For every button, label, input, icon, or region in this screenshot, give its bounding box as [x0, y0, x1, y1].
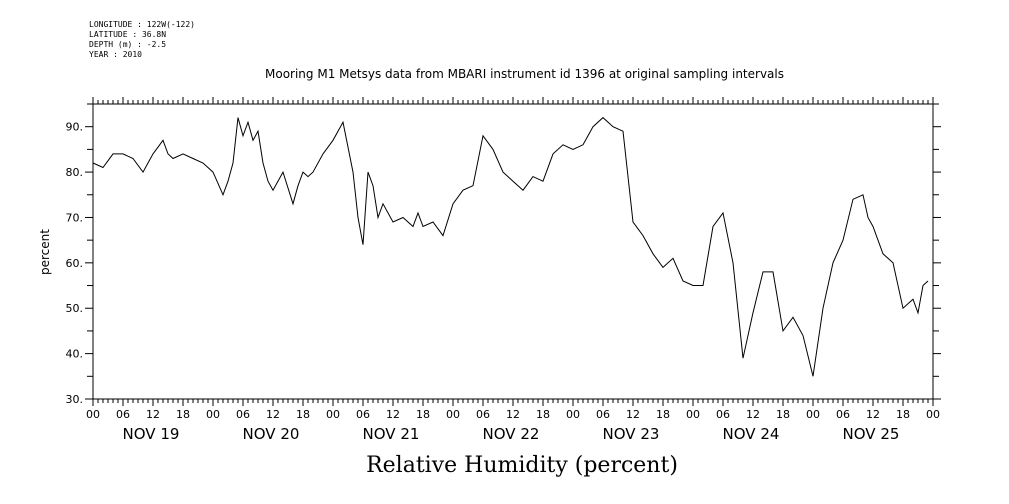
- year-text: YEAR : 2010: [89, 50, 142, 59]
- day-label: NOV 21: [363, 425, 420, 443]
- x-tick-label: 12: [386, 408, 400, 421]
- x-tick-label: 06: [116, 408, 130, 421]
- x-tick-label: 06: [716, 408, 730, 421]
- y-tick-label: 90.: [66, 121, 84, 134]
- y-axis-label: percent: [38, 229, 52, 275]
- x-tick-label: 18: [776, 408, 790, 421]
- chart-title: Mooring M1 Metsys data from MBARI instru…: [265, 67, 784, 81]
- x-tick-label: 06: [356, 408, 370, 421]
- day-label: NOV 22: [483, 425, 540, 443]
- x-tick-label: 00: [206, 408, 220, 421]
- axis-ticks: [85, 97, 941, 406]
- y-tick-label: 50.: [66, 302, 84, 315]
- x-tick-label: 00: [86, 408, 100, 421]
- x-tick-label: 00: [326, 408, 340, 421]
- day-label: NOV 24: [723, 425, 780, 443]
- x-tick-label: 00: [806, 408, 820, 421]
- humidity-series-line: [92, 116, 929, 377]
- x-tick-label: 18: [536, 408, 550, 421]
- x-tick-label: 18: [656, 408, 670, 421]
- depth-text: DEPTH (m) : -2.5: [89, 40, 167, 49]
- x-tick-label: 00: [686, 408, 700, 421]
- x-tick-label: 06: [236, 408, 250, 421]
- y-tick-label: 30.: [66, 393, 84, 406]
- y-tick-label: 60.: [66, 257, 84, 270]
- x-tick-label: 06: [836, 408, 850, 421]
- x-tick-label: 12: [506, 408, 520, 421]
- station-metadata: LONGITUDE : 122W(-122) LATITUDE : 36.8N …: [89, 20, 195, 60]
- x-tick-label: 12: [626, 408, 640, 421]
- x-tick-label: 00: [926, 408, 940, 421]
- x-tick-label: 12: [746, 408, 760, 421]
- day-labels: NOV 19 NOV 20 NOV 21 NOV 22 NOV 23 NOV 24 NOV …: [123, 425, 900, 443]
- x-tick-label: 12: [266, 408, 280, 421]
- day-label: NOV 25: [843, 425, 900, 443]
- y-tick-label: 80.: [66, 166, 84, 179]
- x-tick-label: 18: [296, 408, 310, 421]
- x-tick-label: 18: [896, 408, 910, 421]
- longitude-text: LONGITUDE : 122W(-122): [89, 20, 195, 29]
- y-tick-labels: 30. 40. 50. 60. 70. 80. 90.: [66, 121, 84, 406]
- x-tick-label: 06: [596, 408, 610, 421]
- plot-frame: [92, 103, 934, 400]
- x-tick-label: 12: [866, 408, 880, 421]
- day-label: NOV 23: [603, 425, 660, 443]
- day-label: NOV 19: [123, 425, 180, 443]
- x-axis-label: Relative Humidity (percent): [366, 453, 678, 478]
- x-tick-label: 12: [146, 408, 160, 421]
- x-tick-label: 18: [416, 408, 430, 421]
- x-tick-label: 00: [446, 408, 460, 421]
- day-label: NOV 20: [243, 425, 300, 443]
- x-tick-label: 06: [476, 408, 490, 421]
- latitude-text: LATITUDE : 36.8N: [89, 30, 167, 39]
- x-tick-labels: 00 06 12 18 00 06 12 18 00 06 12 18 00 06 12 18 00 06 12 18…: [86, 408, 940, 421]
- x-tick-label: 00: [566, 408, 580, 421]
- x-tick-label: 18: [176, 408, 190, 421]
- y-tick-label: 40.: [66, 348, 84, 361]
- y-tick-label: 70.: [66, 211, 84, 224]
